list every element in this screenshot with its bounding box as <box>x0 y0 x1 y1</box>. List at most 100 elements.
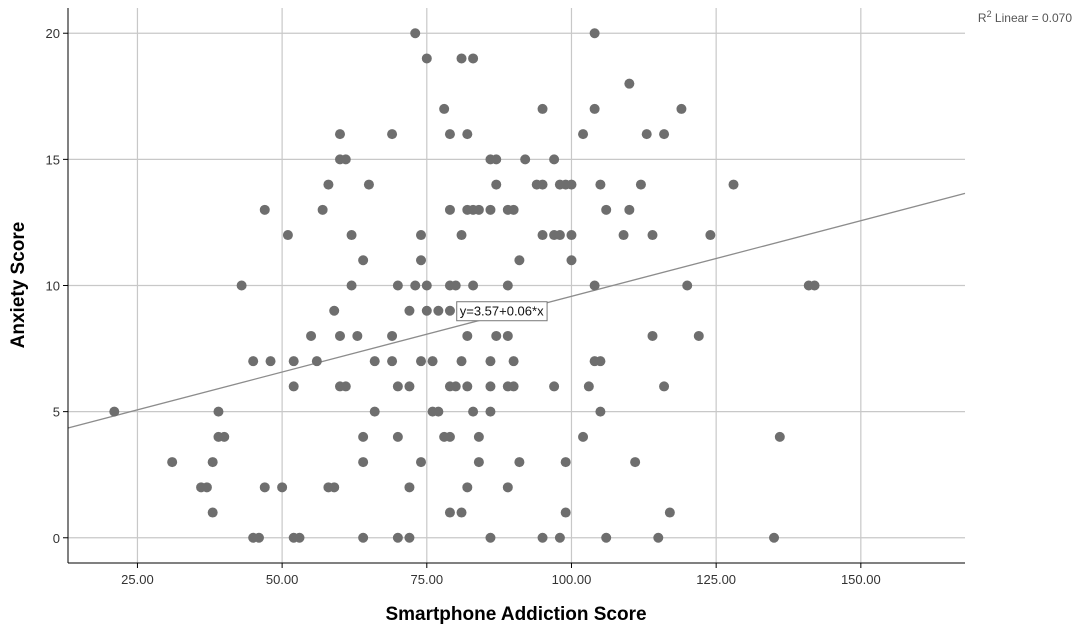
data-point <box>769 532 780 543</box>
data-point <box>659 129 670 140</box>
data-point <box>508 381 519 392</box>
data-point <box>450 280 461 291</box>
x-axis-title: Smartphone Addiction Score <box>385 604 646 625</box>
data-point <box>363 179 374 190</box>
data-point <box>317 204 328 215</box>
data-point <box>537 532 548 543</box>
y-tick-label: 15 <box>46 152 60 167</box>
data-point <box>167 457 178 468</box>
x-tick-label: 50.00 <box>266 572 299 587</box>
data-point <box>456 53 467 64</box>
data-point <box>236 280 247 291</box>
data-point <box>595 406 606 417</box>
data-point <box>288 356 299 367</box>
data-point <box>595 356 606 367</box>
data-point <box>404 532 415 543</box>
data-point <box>294 532 305 543</box>
data-point <box>340 154 351 165</box>
data-point <box>439 103 450 114</box>
data-point <box>340 381 351 392</box>
data-point <box>416 230 427 241</box>
data-point <box>774 431 785 442</box>
data-point <box>583 381 594 392</box>
r-squared-label: R2 Linear = 0.070 <box>978 9 1072 25</box>
data-point <box>306 330 317 341</box>
x-tick-labels: 25.00 50.00 75.00 100.00 125.00 150.00 <box>121 572 881 587</box>
data-point <box>387 129 398 140</box>
data-point <box>549 154 560 165</box>
data-point <box>282 230 293 241</box>
data-point <box>560 507 571 518</box>
data-point <box>410 280 421 291</box>
data-point <box>508 356 519 367</box>
data-point <box>485 356 496 367</box>
data-point <box>578 129 589 140</box>
data-point <box>578 431 589 442</box>
data-points <box>109 28 820 543</box>
data-point <box>549 381 560 392</box>
data-point <box>387 330 398 341</box>
data-point <box>520 154 531 165</box>
data-point <box>329 305 340 316</box>
data-point <box>392 431 403 442</box>
data-point <box>392 381 403 392</box>
data-point <box>502 280 513 291</box>
data-point <box>207 507 218 518</box>
data-point <box>537 230 548 241</box>
data-point <box>462 129 473 140</box>
data-point <box>288 381 299 392</box>
data-point <box>491 179 502 190</box>
data-point <box>624 204 635 215</box>
data-point <box>369 406 380 417</box>
data-point <box>809 280 820 291</box>
data-point <box>502 482 513 493</box>
data-point <box>676 103 687 114</box>
data-point <box>277 482 288 493</box>
data-point <box>404 305 415 316</box>
data-point <box>456 507 467 518</box>
data-point <box>693 330 704 341</box>
data-point <box>728 179 739 190</box>
data-point <box>248 356 259 367</box>
data-point <box>253 532 264 543</box>
data-point <box>334 330 345 341</box>
data-point <box>462 330 473 341</box>
data-point <box>444 305 455 316</box>
data-point <box>502 330 513 341</box>
data-point <box>404 381 415 392</box>
x-tick-label: 125.00 <box>696 572 736 587</box>
x-tick-label: 100.00 <box>552 572 592 587</box>
data-point <box>213 406 224 417</box>
data-point <box>508 204 519 215</box>
data-point <box>560 457 571 468</box>
data-point <box>635 179 646 190</box>
data-point <box>682 280 693 291</box>
data-point <box>491 330 502 341</box>
data-point <box>468 406 479 417</box>
data-point <box>485 381 496 392</box>
data-point <box>462 482 473 493</box>
data-point <box>369 356 380 367</box>
data-point <box>416 457 427 468</box>
data-point <box>491 154 502 165</box>
data-point <box>595 179 606 190</box>
x-tick-label: 150.00 <box>841 572 881 587</box>
data-point <box>456 230 467 241</box>
data-point <box>329 482 340 493</box>
data-point <box>410 28 421 39</box>
data-point <box>468 53 479 64</box>
data-point <box>589 103 600 114</box>
data-point <box>358 255 369 266</box>
grid-lines <box>68 8 965 563</box>
data-point <box>566 230 577 241</box>
data-point <box>392 280 403 291</box>
fit-equation-text: y=3.57+0.06*x <box>460 304 544 319</box>
x-tick-label: 25.00 <box>121 572 154 587</box>
r-squared-prefix: R <box>978 11 987 25</box>
y-tick-label: 20 <box>46 26 60 41</box>
data-point <box>444 129 455 140</box>
data-point <box>473 204 484 215</box>
data-point <box>201 482 212 493</box>
data-point <box>514 457 525 468</box>
